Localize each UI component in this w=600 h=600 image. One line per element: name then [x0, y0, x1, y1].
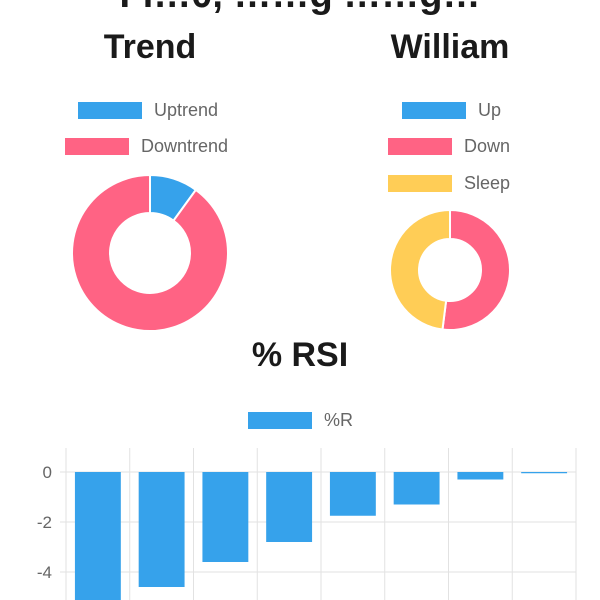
page-title: Fi…0, ……g ……g…: [0, 0, 600, 17]
trend-title: Trend: [103, 28, 197, 66]
legend-label-downtrend: Downtrend: [141, 136, 229, 156]
legend-uptrend[interactable]: Uptrend: [78, 100, 218, 121]
legend-up[interactable]: Up: [402, 100, 501, 121]
y-tick-label: 0: [43, 463, 52, 482]
william-title: William: [390, 28, 510, 66]
rsi-bar-6[interactable]: [393, 472, 440, 505]
william-slice-down[interactable]: [441, 208, 511, 331]
legend-swatch-sleep: [388, 175, 452, 192]
y-tick-label: -2: [37, 513, 52, 532]
legend-r[interactable]: %R: [248, 410, 353, 431]
legend-label-sleep: Sleep: [464, 173, 511, 193]
legend-downtrend[interactable]: Downtrend: [65, 136, 228, 157]
rsi-bar-1[interactable]: [74, 472, 121, 600]
william-donut-chart: [389, 208, 511, 331]
rsi-bar-5[interactable]: [329, 472, 376, 516]
legend-swatch-up: [402, 102, 466, 119]
rsi-bar-8[interactable]: [521, 472, 568, 474]
trend-donut-chart: [71, 173, 229, 332]
william-slice-sleep[interactable]: [389, 208, 451, 331]
legend-swatch-uptrend: [78, 102, 142, 119]
trend-slice-downtrend[interactable]: [71, 173, 229, 332]
legend-label-up: Up: [478, 100, 502, 120]
rsi-title: % RSI: [251, 336, 349, 374]
rsi-bar-3[interactable]: [202, 472, 249, 562]
rsi-bar-2[interactable]: [138, 472, 185, 587]
legend-swatch-r: [248, 412, 312, 429]
rsi-bar-7[interactable]: [457, 472, 504, 480]
legend-label-down: Down: [464, 136, 511, 156]
legend-label-r: %R: [324, 410, 354, 430]
legend-swatch-downtrend: [65, 138, 129, 155]
legend-label-uptrend: Uptrend: [154, 100, 219, 120]
y-tick-label: -4: [37, 563, 52, 582]
legend-down[interactable]: Down: [388, 136, 510, 157]
rsi-bar-4[interactable]: [266, 472, 313, 542]
legend-sleep[interactable]: Sleep: [388, 173, 510, 194]
legend-swatch-down: [388, 138, 452, 155]
